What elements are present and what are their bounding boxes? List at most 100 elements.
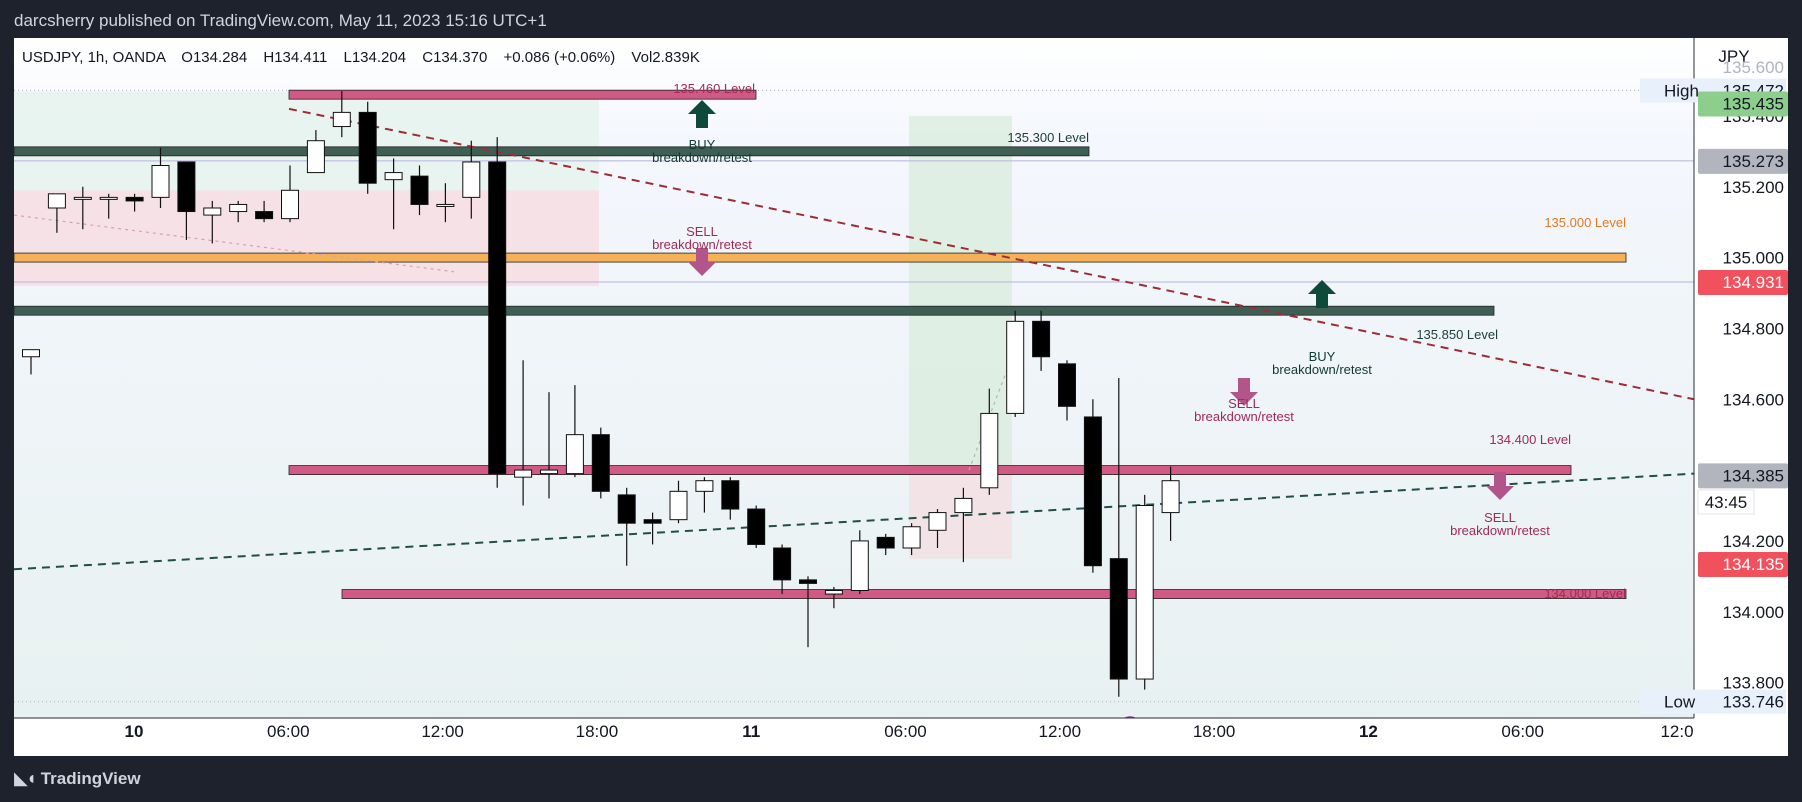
- candle-body: [1083, 416, 1102, 567]
- candle[interactable]: [151, 147, 170, 208]
- price-axis[interactable]: JPY135.600135.400135.200135.000134.80013…: [1640, 38, 1788, 756]
- candle[interactable]: [384, 158, 403, 230]
- candle-body: [203, 207, 222, 216]
- time-tick-label: 06:00: [267, 722, 310, 741]
- candle[interactable]: [1032, 310, 1051, 371]
- time-tick-label: 10: [125, 722, 144, 741]
- resistance-trendline[interactable]: [288, 107, 1695, 401]
- candle[interactable]: [125, 193, 144, 212]
- price-tick-label: 134.600: [1723, 390, 1784, 409]
- legend-low: 134.204: [352, 49, 406, 66]
- candle[interactable]: [721, 477, 740, 520]
- candle-body: [591, 434, 610, 492]
- candle[interactable]: [540, 392, 558, 499]
- candle[interactable]: [47, 193, 66, 233]
- candle[interactable]: [928, 509, 947, 548]
- candle[interactable]: [695, 477, 714, 513]
- candle[interactable]: [229, 200, 248, 223]
- price-tick-label: 135.200: [1723, 178, 1784, 197]
- level-bar-134400[interactable]: [288, 465, 1572, 475]
- candle[interactable]: [1135, 494, 1154, 690]
- low-badge-value: 133.746: [1723, 693, 1784, 712]
- candle[interactable]: [902, 523, 921, 556]
- candle-body: [773, 547, 792, 581]
- candle[interactable]: [358, 101, 377, 194]
- price-tick-label: 134.800: [1723, 319, 1784, 338]
- tradingview-logo-icon: ◣◖: [14, 768, 37, 788]
- candle[interactable]: [643, 512, 662, 545]
- candle[interactable]: [1161, 466, 1180, 541]
- level-bar-135850[interactable]: [13, 305, 1495, 316]
- level-bar-135000[interactable]: [13, 252, 1627, 263]
- candle[interactable]: [514, 360, 533, 506]
- legend-symbol: USDJPY, 1h, OANDA: [22, 49, 166, 66]
- publisher-header: darcsherry published on TradingView.com,…: [0, 0, 1802, 38]
- candle[interactable]: [22, 349, 40, 375]
- time-axis-background: [14, 718, 1694, 756]
- candle-body: [1109, 558, 1128, 680]
- candle[interactable]: [306, 130, 325, 174]
- candle[interactable]: [799, 576, 817, 648]
- price-tick-partial: 135.600: [1723, 58, 1784, 77]
- level-label-135460: 135.460 Level: [673, 81, 755, 96]
- candle[interactable]: [1006, 310, 1025, 417]
- candle[interactable]: [876, 533, 895, 556]
- candle[interactable]: [281, 165, 299, 223]
- candle-body: [462, 161, 481, 198]
- level-label-135850: 135.850 Level: [1416, 327, 1498, 342]
- candle-body: [824, 590, 843, 595]
- candle[interactable]: [669, 480, 688, 524]
- candle[interactable]: [980, 388, 999, 495]
- high-badge-label: High: [1664, 81, 1699, 100]
- candle-body: [1032, 320, 1051, 358]
- candle[interactable]: [332, 91, 351, 138]
- candlestick-chart[interactable]: 135.460 LevelBUYbreakdown/retest135.300 …: [13, 38, 1788, 756]
- candle[interactable]: [99, 193, 118, 219]
- candle[interactable]: [565, 385, 584, 478]
- candle-body: [799, 579, 817, 584]
- candle[interactable]: [1058, 360, 1076, 421]
- candle[interactable]: [462, 140, 481, 219]
- candle[interactable]: [73, 186, 92, 230]
- support-trendline[interactable]: [13, 472, 1695, 571]
- level-bar-135300[interactable]: [13, 146, 1090, 157]
- candle[interactable]: [617, 487, 636, 566]
- time-axis[interactable]: 10 06:00 12:00 18:00 11 06:00 12:00 18:00 12 06:0…: [14, 717, 1788, 756]
- candle[interactable]: [203, 200, 222, 244]
- consolidation-zone-top: [14, 91, 599, 191]
- chart-frame[interactable]: 135.460 Level BUY breakdown/retest 135.300 …: [13, 38, 1788, 756]
- candle[interactable]: [177, 161, 196, 240]
- candle-body: [954, 497, 973, 514]
- candle[interactable]: [436, 183, 455, 223]
- time-tick-label: 06:00: [1501, 722, 1544, 741]
- candle-body: [643, 519, 662, 524]
- grey-badge-value: 134.385: [1723, 466, 1784, 485]
- candle[interactable]: [1109, 378, 1128, 697]
- candle[interactable]: [954, 487, 973, 563]
- candle[interactable]: [773, 544, 792, 595]
- candle[interactable]: [747, 505, 766, 549]
- candle[interactable]: [591, 427, 610, 499]
- time-tick-label: 06:00: [884, 722, 927, 741]
- level-bar-135460[interactable]: [288, 89, 757, 100]
- candle[interactable]: [850, 530, 869, 595]
- svg-text:USDJPY, 1h, OANDA O134.2: USDJPY, 1h, OANDA O134.284 H134.411 L134…: [22, 49, 700, 66]
- candle[interactable]: [824, 586, 843, 609]
- candle-body: [99, 196, 118, 200]
- price-badge: [1698, 551, 1788, 577]
- low-badge: [1640, 689, 1786, 714]
- level-bar-134000[interactable]: [341, 589, 1627, 599]
- time-tick-label: 12:00: [1039, 722, 1082, 741]
- candle[interactable]: [255, 200, 274, 223]
- candle[interactable]: [410, 165, 429, 216]
- candle-body: [151, 165, 170, 198]
- price-tick-label: 135.000: [1723, 249, 1784, 268]
- time-tick-label: 11: [742, 722, 760, 741]
- candle[interactable]: [488, 137, 507, 488]
- breakdown-label: breakdown/retest: [1272, 362, 1372, 377]
- sell-label: SELL: [1484, 510, 1516, 525]
- candle-body: [332, 111, 351, 128]
- candle[interactable]: [1083, 399, 1102, 573]
- tradingview-brand[interactable]: ◣◖ TradingView: [14, 768, 141, 789]
- buy-arrow-icon: [688, 100, 716, 128]
